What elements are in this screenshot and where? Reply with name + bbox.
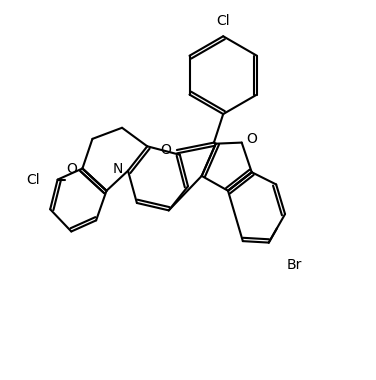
Text: N: N (112, 162, 123, 176)
Text: Cl: Cl (216, 14, 230, 28)
Text: Br: Br (287, 258, 302, 272)
Text: O: O (67, 162, 77, 176)
Text: O: O (247, 132, 258, 146)
Text: Cl: Cl (26, 173, 40, 187)
Text: O: O (160, 142, 171, 157)
